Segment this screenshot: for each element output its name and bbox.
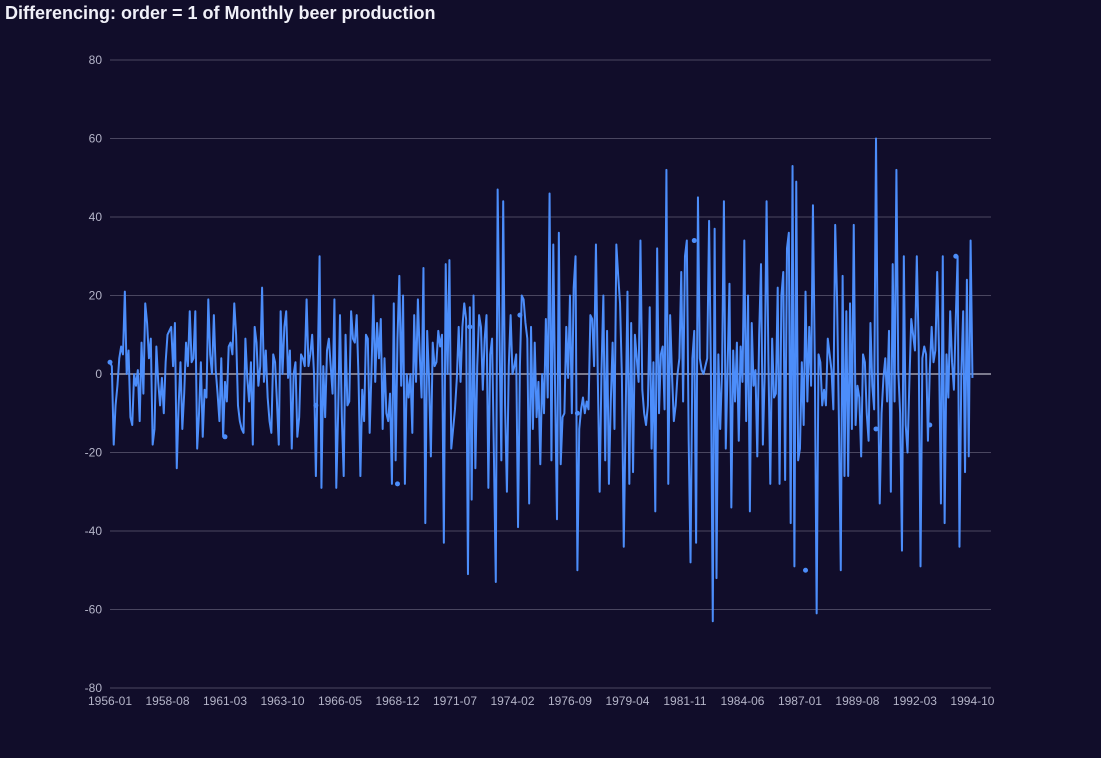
- x-tick-label: 1958-08: [145, 694, 189, 708]
- x-tick-label: 1968-12: [375, 694, 419, 708]
- x-tick-label: 1979-04: [605, 694, 649, 708]
- data-point: [953, 253, 959, 259]
- data-point: [517, 312, 523, 318]
- chart-title: Differencing: order = 1 of Monthly beer …: [5, 3, 436, 23]
- y-axis-tick-labels: -80 -60 -40 -20 0 20 40 60 80: [85, 53, 103, 695]
- data-point: [467, 324, 473, 330]
- data-point: [803, 567, 809, 573]
- series-layer: [109, 137, 974, 623]
- y-tick-label: 60: [89, 132, 103, 146]
- y-tick-label: 0: [95, 367, 102, 381]
- y-tick-label: 80: [89, 53, 103, 67]
- data-point: [927, 422, 933, 428]
- x-tick-label: 1994-10: [950, 694, 994, 708]
- data-point: [574, 410, 580, 416]
- y-tick-label: 20: [89, 289, 103, 303]
- y-tick-label: -40: [85, 524, 103, 538]
- data-point: [313, 402, 319, 408]
- data-point: [394, 481, 400, 487]
- data-point: [222, 434, 228, 440]
- y-tick-label: -80: [85, 681, 103, 695]
- data-point: [691, 238, 697, 244]
- x-tick-label: 1984-06: [720, 694, 764, 708]
- point-markers: [107, 238, 959, 573]
- x-tick-label: 1987-01: [778, 694, 822, 708]
- series-line: [109, 137, 974, 623]
- y-tick-label: 40: [89, 210, 103, 224]
- x-tick-label: 1992-03: [893, 694, 937, 708]
- x-tick-label: 1974-02: [490, 694, 534, 708]
- x-axis-tick-labels: 1956-01 1958-08 1961-03 1963-10 1966-05 1968-…: [88, 694, 995, 708]
- y-tick-label: -20: [85, 446, 103, 460]
- data-point: [873, 426, 879, 432]
- x-tick-label: 1976-09: [548, 694, 592, 708]
- y-tick-label: -60: [85, 603, 103, 617]
- x-tick-label: 1963-10: [260, 694, 304, 708]
- data-point: [107, 359, 113, 365]
- x-tick-label: 1961-03: [203, 694, 247, 708]
- x-tick-label: 1989-08: [835, 694, 879, 708]
- x-tick-label: 1971-07: [433, 694, 477, 708]
- x-tick-label: 1966-05: [318, 694, 362, 708]
- x-tick-label: 1956-01: [88, 694, 132, 708]
- x-tick-label: 1981-11: [663, 694, 706, 708]
